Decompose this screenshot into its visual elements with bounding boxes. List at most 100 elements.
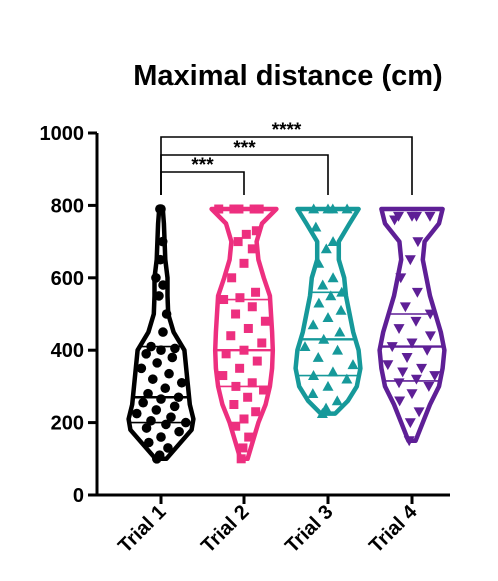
data-point [243,323,253,333]
data-point [235,363,245,373]
data-point [229,400,239,409]
data-point [247,378,257,388]
data-point [318,333,330,344]
data-point [174,426,184,437]
y-tick-label: 800 [51,195,84,217]
data-point [239,345,249,355]
data-point [156,432,166,442]
data-point [163,443,173,453]
data-point [243,392,253,402]
y-tick-label: 0 [73,485,84,507]
data-point [401,353,413,363]
data-point [320,402,332,413]
data-point [424,211,436,222]
data-point [136,363,147,374]
violin-outline [293,206,363,416]
data-point [219,295,229,305]
data-point [336,286,348,297]
data-point [157,236,168,247]
y-tick-label: 600 [51,268,84,290]
data-point [231,381,241,391]
data-point [164,368,174,379]
data-point [397,367,409,378]
y-tick-label: 400 [51,340,84,362]
data-point [221,349,231,359]
data-point [239,258,249,268]
violin-4 [377,206,447,447]
data-point [393,324,405,334]
data-point [131,408,142,419]
data-point [166,412,176,422]
data-point [155,254,166,265]
data-point [252,356,262,366]
x-tick-label: Trial 4 [365,500,422,557]
data-point [307,388,319,399]
data-point [231,309,241,319]
data-point [235,293,245,303]
data-point [395,273,407,284]
data-point [412,237,424,248]
data-point [325,290,337,301]
data-point [327,272,339,283]
data-point [249,204,259,214]
x-tick-label: Trial 2 [197,501,253,557]
data-point [234,204,244,214]
data-point [251,226,261,236]
data-point [156,345,166,356]
violin-1 [126,204,196,464]
data-point [160,383,171,394]
data-point [424,331,436,342]
data-point [146,415,156,426]
y-tick-label: 1000 [40,123,85,145]
data-point [161,309,172,319]
data-point [341,373,353,384]
data-point [154,450,165,460]
data-point [141,423,152,433]
violins [126,203,447,464]
data-point [169,401,180,412]
data-point [233,237,243,247]
data-point [421,345,433,356]
data-point [254,204,264,214]
data-point [146,341,156,352]
data-point [316,408,328,418]
violin-outline [377,206,447,443]
data-point [299,341,311,351]
data-point [227,273,237,283]
data-point [176,377,187,388]
data-point [238,443,248,453]
significance-brackets: ********** [160,120,413,195]
data-point [244,432,254,442]
chart-title: Maximal distance (cm) [133,60,442,92]
data-point [386,342,398,353]
data-point [393,378,405,389]
data-point [151,405,162,415]
data-point [143,388,153,399]
significance-bracket-3 [160,136,413,195]
data-point [322,312,334,323]
data-point [413,407,425,418]
data-point [308,203,320,214]
significance-label: *** [233,138,256,159]
data-point [404,255,416,266]
data-point [416,363,428,374]
x-tick-label: Trial 1 [114,501,170,557]
data-point [332,344,344,355]
data-point [148,374,158,384]
data-point [156,204,166,214]
data-point [411,287,423,298]
data-point [310,221,322,232]
data-point [152,358,162,368]
data-point [327,236,339,246]
data-point [424,309,436,320]
data-point [327,203,339,214]
data-point [231,421,241,431]
data-point [394,396,406,407]
data-point [410,316,422,327]
data-point [158,327,168,337]
data-point [335,304,347,315]
data-point [247,302,257,312]
data-point [229,204,239,214]
data-point [251,287,261,297]
